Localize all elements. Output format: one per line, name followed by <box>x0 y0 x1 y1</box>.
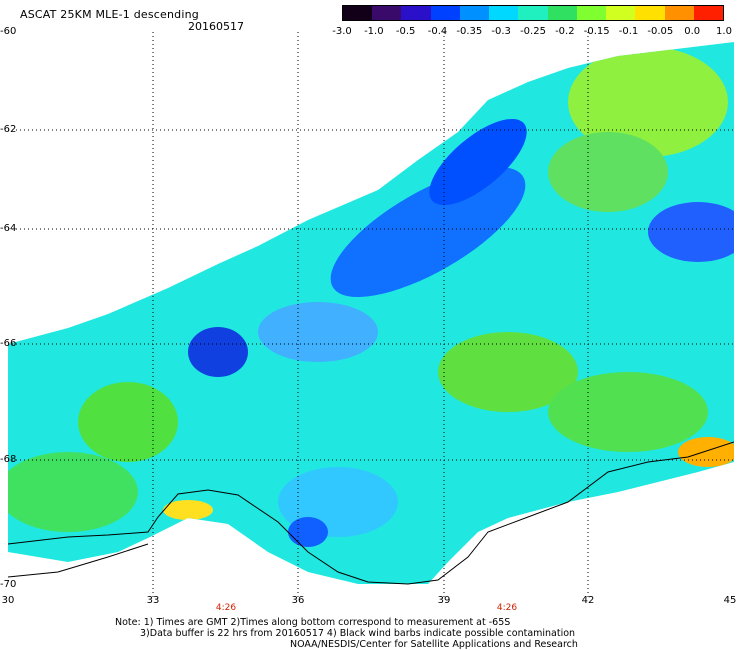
y-tick-label: -60 <box>0 26 17 37</box>
x-tick-label: 45 <box>723 595 737 606</box>
time-label: 4:26 <box>215 603 237 613</box>
colorbar-swatch <box>693 6 724 20</box>
colorbar-label: -0.35 <box>456 26 483 37</box>
colorbar-label: -0.25 <box>520 26 546 37</box>
x-tick-label: 30 <box>1 595 15 606</box>
map-title: ASCAT 25KM MLE-1 descending <box>20 8 199 21</box>
colorbar <box>342 5 724 21</box>
colorbar-label: -0.2 <box>555 26 575 37</box>
time-label: 4:26 <box>496 603 518 613</box>
colorbar-label: 1.0 <box>716 26 732 37</box>
note-line-2: 3)Data buffer is 22 hrs from 20160517 4)… <box>140 628 576 639</box>
colorbar-swatch <box>459 6 490 20</box>
x-tick-label: 42 <box>581 595 595 606</box>
colorbar-swatch <box>401 6 431 20</box>
colorbar-swatch <box>430 6 460 20</box>
wind-field <box>8 42 734 584</box>
x-tick-label: 36 <box>291 595 305 606</box>
y-tick-label: -64 <box>0 223 17 234</box>
colorbar-swatch <box>518 6 548 20</box>
y-tick-label: -68 <box>0 454 17 465</box>
colorbar-label: -0.05 <box>647 26 674 37</box>
colorbar-swatch <box>576 6 607 20</box>
colorbar-swatch <box>664 6 694 20</box>
y-tick-label: -70 <box>0 579 17 590</box>
map-plot <box>8 32 734 597</box>
colorbar-label: -0.3 <box>491 26 511 37</box>
colorbar-swatch <box>343 6 373 20</box>
note-line-1: Note: 1) Times are GMT 2)Times along bot… <box>115 617 511 628</box>
colorbar-swatch <box>489 6 519 20</box>
colorbar-label: -0.15 <box>583 26 610 37</box>
colorbar-label: -0.5 <box>395 26 416 37</box>
x-tick-label: 33 <box>146 595 160 606</box>
colorbar-label: 0.0 <box>684 26 701 37</box>
colorbar-swatch <box>547 6 577 20</box>
colorbar-swatch <box>372 6 402 20</box>
colorbar-label: -0.4 <box>427 26 448 37</box>
gridlines <box>8 32 734 597</box>
colorbar-swatch <box>635 6 665 20</box>
colorbar-swatch <box>606 6 636 20</box>
y-tick-label: -66 <box>0 338 17 349</box>
y-tick-label: -62 <box>0 124 17 135</box>
note-line-3: NOAA/NESDIS/Center for Satellite Applica… <box>290 639 578 650</box>
colorbar-label: -1.0 <box>364 26 384 37</box>
colorbar-label: -3.0 <box>332 26 352 37</box>
colorbar-label: -0.1 <box>618 26 639 37</box>
map-date: 20160517 <box>188 20 244 33</box>
x-tick-label: 39 <box>437 595 451 606</box>
